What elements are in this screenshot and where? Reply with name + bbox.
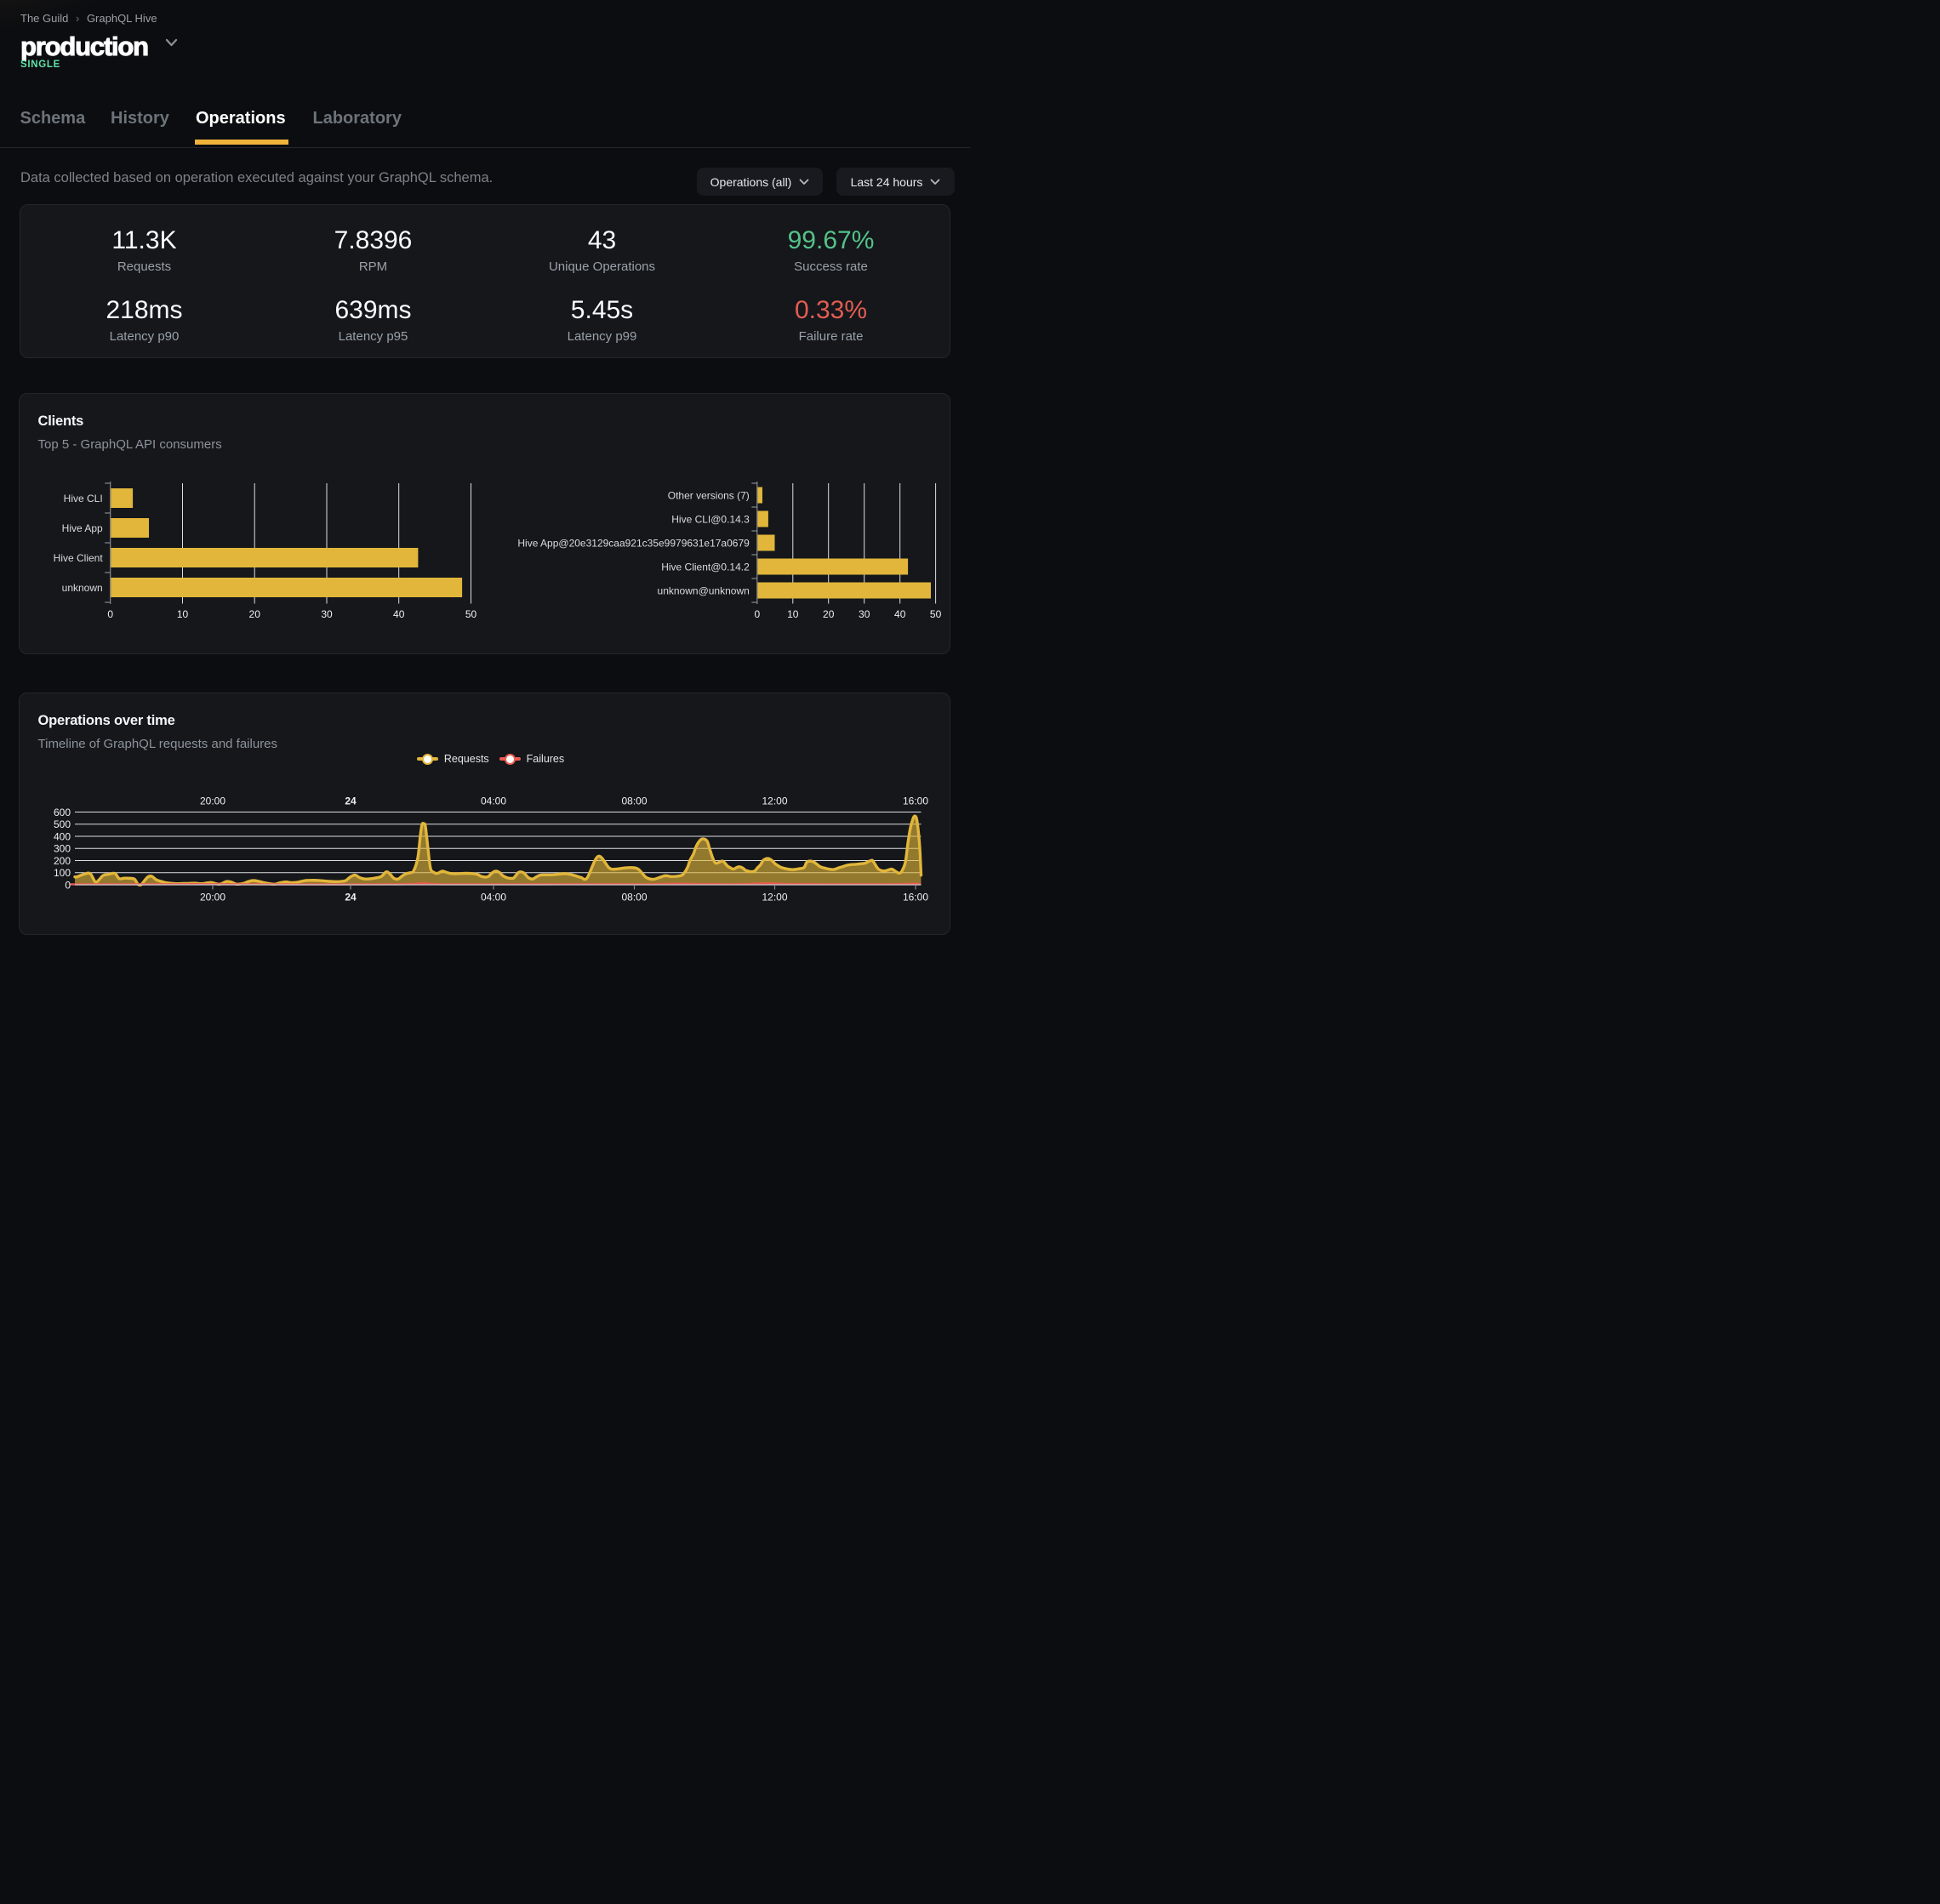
svg-text:30: 30 xyxy=(321,608,333,620)
svg-text:0: 0 xyxy=(65,879,71,891)
svg-text:16:00: 16:00 xyxy=(903,795,928,807)
svg-text:04:00: 04:00 xyxy=(481,891,506,903)
svg-text:unknown: unknown xyxy=(62,582,103,594)
svg-text:20:00: 20:00 xyxy=(200,891,225,903)
svg-text:16:00: 16:00 xyxy=(903,891,928,903)
svg-text:12:00: 12:00 xyxy=(762,795,787,807)
svg-text:50: 50 xyxy=(465,608,477,620)
svg-text:12:00: 12:00 xyxy=(762,891,787,903)
svg-text:24: 24 xyxy=(345,891,357,903)
svg-text:20:00: 20:00 xyxy=(200,795,225,807)
svg-text:Other versions (7): Other versions (7) xyxy=(668,489,750,501)
svg-text:500: 500 xyxy=(54,818,71,830)
svg-text:24: 24 xyxy=(345,795,357,807)
svg-text:20: 20 xyxy=(823,608,835,620)
svg-text:400: 400 xyxy=(54,830,71,842)
svg-text:30: 30 xyxy=(859,608,870,620)
svg-text:10: 10 xyxy=(177,608,189,620)
svg-text:40: 40 xyxy=(393,608,405,620)
svg-text:08:00: 08:00 xyxy=(621,795,647,807)
svg-text:100: 100 xyxy=(54,867,71,879)
svg-text:200: 200 xyxy=(54,855,71,867)
svg-text:Hive Client: Hive Client xyxy=(54,552,104,564)
svg-text:0: 0 xyxy=(107,608,113,620)
svg-text:600: 600 xyxy=(54,807,71,818)
svg-text:08:00: 08:00 xyxy=(621,891,647,903)
svg-text:40: 40 xyxy=(894,608,906,620)
svg-text:04:00: 04:00 xyxy=(481,795,506,807)
svg-text:50: 50 xyxy=(930,608,942,620)
svg-text:Hive CLI: Hive CLI xyxy=(64,493,103,505)
svg-text:10: 10 xyxy=(787,608,799,620)
svg-text:Hive CLI@0.14.3: Hive CLI@0.14.3 xyxy=(671,513,750,525)
svg-text:Hive Client@0.14.2: Hive Client@0.14.2 xyxy=(661,561,750,573)
svg-text:20: 20 xyxy=(249,608,261,620)
svg-text:300: 300 xyxy=(54,843,71,855)
svg-text:0: 0 xyxy=(754,608,760,620)
svg-text:Hive App: Hive App xyxy=(62,522,103,534)
svg-text:Hive App@20e3129caa921c35e9979: Hive App@20e3129caa921c35e9979631e17a067… xyxy=(517,537,750,549)
svg-text:unknown@unknown: unknown@unknown xyxy=(658,584,750,596)
